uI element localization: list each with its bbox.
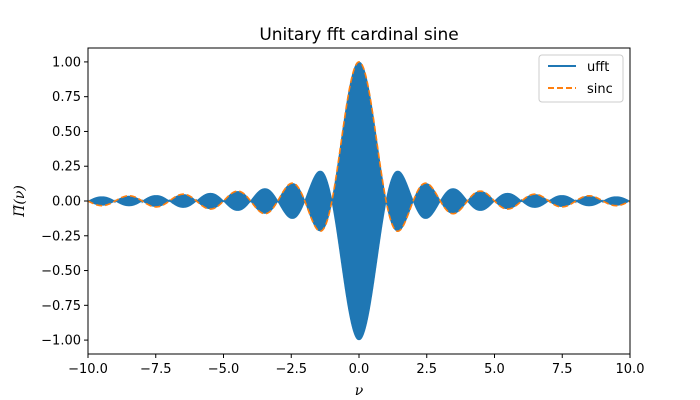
x-tick-label: −5.0 — [208, 362, 240, 377]
y-axis-label: Π̂(ν) — [12, 185, 28, 218]
x-tick-label: 10.0 — [616, 362, 645, 377]
chart-title: Unitary fft cardinal sine — [259, 25, 458, 45]
x-tick-label: 5.0 — [484, 362, 505, 377]
x-axis-label: ν — [355, 383, 364, 399]
legend-label-sinc: sinc — [587, 82, 613, 97]
y-tick-label: −0.75 — [41, 299, 81, 314]
y-tick-label: 0.25 — [52, 160, 81, 175]
x-tick-label: −2.5 — [275, 362, 307, 377]
x-tick-label: −7.5 — [140, 362, 172, 377]
y-tick-label: 0.50 — [52, 125, 81, 140]
legend: ufft sinc — [538, 54, 624, 103]
y-tick-label: −0.50 — [41, 264, 81, 279]
x-tick-label: 2.5 — [416, 362, 437, 377]
x-tick-label: −10.0 — [68, 362, 108, 377]
y-tick-label: 0.75 — [52, 90, 81, 105]
legend-label-ufft: ufft — [587, 60, 609, 75]
y-axis: −1.00 −0.75 −0.50 −0.25 0.00 0.25 0.50 0.75 1.00 — [41, 55, 88, 349]
y-tick-label: −1.00 — [41, 334, 81, 349]
series-line-sinc — [88, 61, 630, 233]
y-tick-label: 0.00 — [52, 195, 81, 210]
y-tick-label: 1.00 — [52, 55, 81, 70]
x-tick-label: 7.5 — [552, 362, 573, 377]
x-tick-label: 0.0 — [349, 362, 370, 377]
plot-area — [88, 61, 630, 341]
y-tick-label: −0.25 — [41, 229, 81, 244]
x-axis: −10.0 −7.5 −5.0 −2.5 0.0 2.5 5.0 7.5 10.0 — [68, 354, 644, 377]
